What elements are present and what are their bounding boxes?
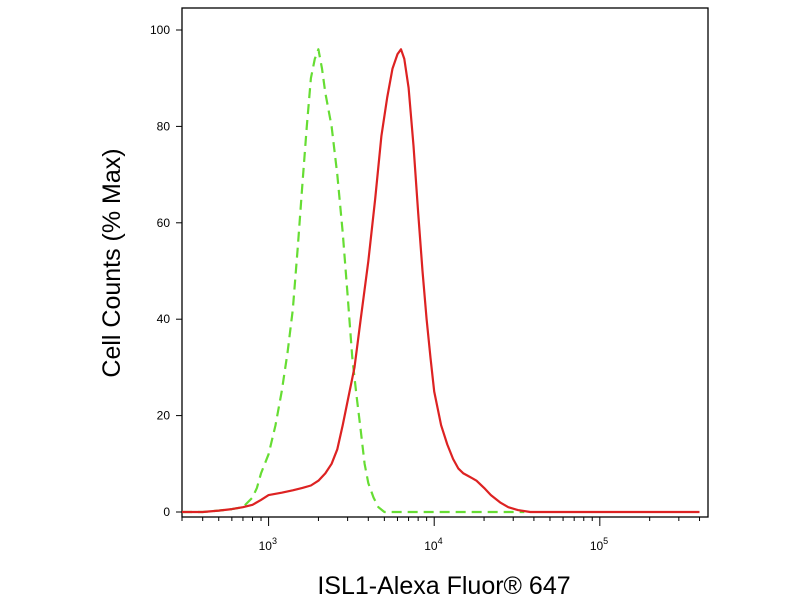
x-tick-label: 104 — [424, 536, 442, 553]
y-tick-label: 0 — [163, 505, 170, 519]
plot-frame — [181, 7, 709, 518]
y-tick-label: 40 — [157, 312, 171, 326]
x-tick-label: 105 — [590, 536, 608, 553]
y-tick-label: 20 — [157, 409, 171, 423]
y-axis: 0 20 40 60 80 100 — [150, 23, 182, 519]
histogram-series-1-line — [182, 48, 525, 514]
x-tick-label: 103 — [259, 536, 277, 553]
plot-area — [181, 7, 709, 518]
y-axis-title: Cell Counts (% Max) — [98, 148, 126, 377]
y-tick-label: 100 — [150, 23, 170, 37]
x-axis: 103 104 105 — [181, 517, 701, 553]
y-tick-label: 80 — [157, 119, 171, 133]
x-axis-title: ISL1-Alexa Fluor® 647 — [317, 572, 570, 600]
histogram-series-2-line — [182, 48, 700, 514]
y-tick-label: 60 — [157, 216, 171, 230]
